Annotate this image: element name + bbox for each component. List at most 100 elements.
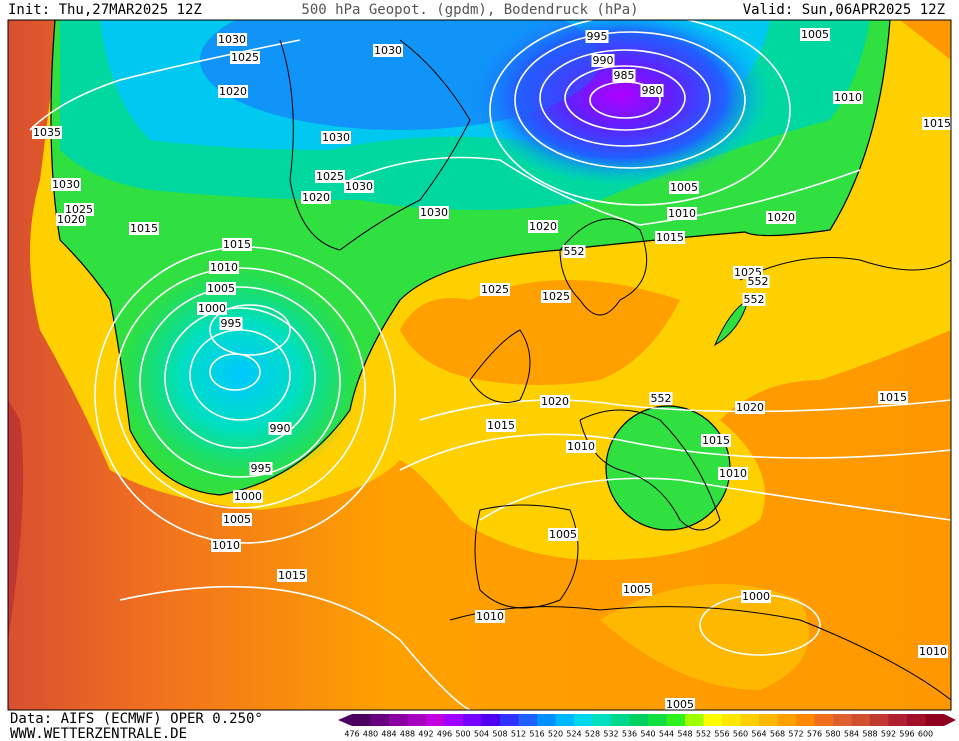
colorbar-swatch xyxy=(352,714,371,726)
contour-label: 1030 xyxy=(420,206,448,219)
label-background xyxy=(233,490,263,503)
label-background xyxy=(922,117,951,130)
contour-label: 990 xyxy=(593,54,614,67)
label-background xyxy=(591,54,615,67)
label-background xyxy=(640,84,664,97)
data-source: Data: AIFS (ECMWF) OPER 0.250° xyxy=(10,711,263,727)
colorbar-swatch xyxy=(407,714,426,726)
colorbar-swatch xyxy=(629,714,648,726)
colorbar-label: 588 xyxy=(862,730,877,739)
colorbar-swatch xyxy=(759,714,778,726)
colorbar-swatch xyxy=(426,714,445,726)
contour-label: 1010 xyxy=(210,261,238,274)
contour-label: 1015 xyxy=(223,238,251,251)
contour-label: 1020 xyxy=(767,211,795,224)
label-background xyxy=(480,283,510,296)
website: WWW.WETTERZENTRALE.DE xyxy=(10,726,187,741)
contour-label: 995 xyxy=(587,30,608,43)
contour-label: 995 xyxy=(251,462,272,475)
colorbar-swatch xyxy=(389,714,408,726)
colorbar-label: 580 xyxy=(825,730,840,739)
colorbar-swatch xyxy=(370,714,389,726)
label-background xyxy=(667,207,697,220)
contour-label: 1005 xyxy=(670,181,698,194)
colorbar-label: 512 xyxy=(511,730,526,739)
label-background xyxy=(665,698,695,710)
colorbar-swatch xyxy=(703,714,722,726)
contour-label: 1010 xyxy=(719,467,747,480)
contour-label: 990 xyxy=(270,422,291,435)
contour-label: 1030 xyxy=(374,44,402,57)
colorbar-swatch xyxy=(444,714,463,726)
contour-label: 552 xyxy=(651,392,672,405)
colorbar-label: 572 xyxy=(788,730,803,739)
label-background xyxy=(373,44,403,57)
label-background xyxy=(419,206,449,219)
map-title: 500 hPa Geopot. (gpdm), Bodendruck (hPa) xyxy=(301,2,638,18)
colorbar-label: 528 xyxy=(585,730,600,739)
colorbar-label: 524 xyxy=(566,730,581,739)
label-background xyxy=(566,440,596,453)
colorbar-label: 520 xyxy=(548,730,563,739)
colorbar-label: 544 xyxy=(659,730,674,739)
colorbar-swatch xyxy=(666,714,685,726)
contour-label: 1015 xyxy=(702,434,730,447)
colorbar-swatch xyxy=(518,714,537,726)
colorbar-swatch xyxy=(500,714,519,726)
contour-label: 1020 xyxy=(541,395,569,408)
colorbar-swatch xyxy=(722,714,741,726)
label-background xyxy=(718,467,748,480)
colorbar-label: 488 xyxy=(400,730,415,739)
contour-label: 1010 xyxy=(834,91,862,104)
contour-label: 1025 xyxy=(542,290,570,303)
contour-label: 552 xyxy=(564,245,585,258)
label-background xyxy=(562,245,586,258)
colorbar-swatch xyxy=(555,714,574,726)
label-background xyxy=(622,583,652,596)
label-background xyxy=(301,191,331,204)
contour-label: 1010 xyxy=(567,440,595,453)
label-background xyxy=(344,180,374,193)
label-background xyxy=(649,392,673,405)
colorbar-label: 584 xyxy=(844,730,859,739)
colorbar-swatch xyxy=(925,714,944,726)
label-background xyxy=(218,85,248,98)
contour-label: 1035 xyxy=(33,126,61,139)
contour-label: 985 xyxy=(614,69,635,82)
label-background xyxy=(669,181,699,194)
contour-label: 1025 xyxy=(481,283,509,296)
label-background xyxy=(32,126,62,139)
label-background xyxy=(528,220,558,233)
colorbar-label: 596 xyxy=(899,730,914,739)
colorbar-swatch xyxy=(481,714,500,726)
label-background xyxy=(217,33,247,46)
contour-label: 1020 xyxy=(57,213,85,226)
colorbar-label: 504 xyxy=(474,730,489,739)
contour-label: 1025 xyxy=(231,51,259,64)
contour-label: 1015 xyxy=(656,231,684,244)
colorbar-arrow-low xyxy=(338,714,352,726)
label-background xyxy=(475,610,505,623)
contour-label: 1015 xyxy=(130,222,158,235)
label-background xyxy=(56,213,86,226)
contour-label: 1005 xyxy=(801,28,829,41)
contour-label: 1010 xyxy=(476,610,504,623)
label-background xyxy=(585,30,609,43)
label-background xyxy=(321,131,351,144)
colorbar-swatch xyxy=(907,714,926,726)
label-background xyxy=(701,434,731,447)
label-background xyxy=(206,282,236,295)
contour-label: 1005 xyxy=(223,513,251,526)
colorbar-label: 568 xyxy=(770,730,785,739)
contour-label: 1010 xyxy=(668,207,696,220)
colorbar-label: 552 xyxy=(696,730,711,739)
label-background xyxy=(486,419,516,432)
colorbar-label: 496 xyxy=(437,730,452,739)
contour-label: 1010 xyxy=(212,539,240,552)
label-background xyxy=(742,293,766,306)
contour-label: 1005 xyxy=(207,282,235,295)
label-background xyxy=(315,170,345,183)
coastlines xyxy=(279,39,951,701)
colorbar-label: 600 xyxy=(918,730,933,739)
